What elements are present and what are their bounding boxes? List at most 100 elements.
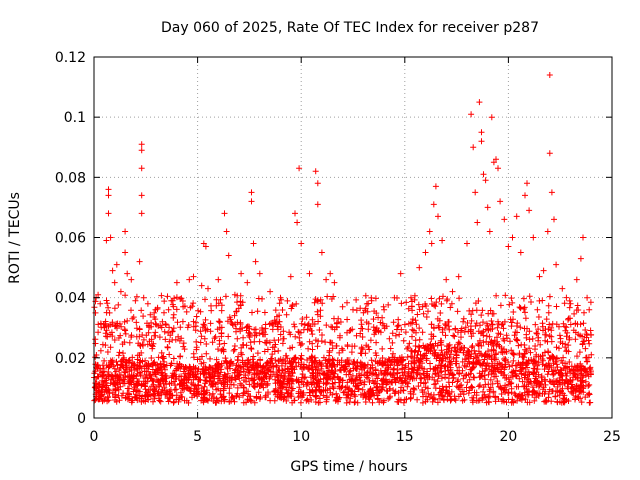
roti-point (430, 201, 437, 208)
roti-point (105, 186, 112, 193)
y-axis-label: ROTI / TECUs (7, 192, 23, 284)
roti-point (435, 213, 441, 220)
roti-point (480, 171, 487, 178)
roti-point (153, 321, 160, 328)
roti-point (306, 270, 313, 277)
roti-point (314, 180, 321, 187)
roti-point (464, 240, 470, 247)
roti-point (248, 189, 255, 196)
roti-point (360, 309, 367, 316)
roti-point (169, 297, 176, 304)
roti-point (252, 258, 259, 265)
roti-point (231, 291, 238, 298)
roti-point (495, 165, 501, 172)
roti-point (517, 249, 524, 256)
roti-point (368, 297, 375, 304)
roti-point (292, 210, 298, 217)
roti-point (586, 306, 593, 313)
x-tick-label: 15 (396, 429, 414, 445)
roti-point (318, 249, 325, 256)
y-tick-label: 0.02 (55, 351, 86, 367)
x-tick-label: 20 (499, 429, 517, 445)
roti-point (109, 267, 116, 274)
roti-point (526, 207, 533, 214)
roti-point (546, 72, 553, 78)
roti-point (478, 129, 485, 136)
roti-point (553, 261, 560, 268)
x-tick-label: 10 (292, 429, 310, 445)
roti-point (422, 249, 429, 256)
roti-point (117, 288, 124, 295)
y-tick-label: 0 (77, 411, 86, 427)
chart-title: Day 060 of 2025, Rate Of TEC Index for r… (161, 20, 539, 36)
roti-point (122, 228, 129, 235)
roti-point (144, 300, 151, 307)
roti-point (474, 219, 481, 226)
roti-point (111, 279, 118, 286)
roti-point (205, 285, 211, 292)
roti-point (138, 192, 145, 199)
roti-point (546, 150, 553, 157)
roti-point (287, 273, 294, 280)
roti-point (221, 210, 228, 217)
axis-ticks: 0 5 10 15 20 25 0 0.02 0.04 0.06 0.08 0.1 0.12 (55, 50, 621, 445)
roti-point (468, 111, 475, 118)
y-tick-label: 0.1 (64, 110, 86, 126)
roti-point (536, 273, 543, 280)
roti-point (165, 306, 172, 313)
roti-point (132, 297, 139, 304)
roti-point (339, 303, 346, 310)
roti-point (551, 216, 557, 223)
roti-point (484, 204, 491, 211)
roti-point (584, 294, 591, 301)
roti-point (501, 216, 508, 223)
roti-point (198, 282, 205, 289)
roti-point-cloud (91, 292, 595, 406)
roti-point (432, 183, 439, 190)
roti-point (522, 192, 528, 199)
roti-point (312, 168, 319, 175)
roti-point (202, 243, 209, 250)
x-tick-label: 25 (603, 429, 621, 445)
roti-point (486, 228, 493, 235)
roti-point (186, 276, 193, 283)
roti-point (95, 291, 102, 298)
roti-point (455, 273, 462, 280)
roti-point (573, 276, 580, 283)
roti-point (122, 249, 129, 256)
roti-point (580, 234, 586, 241)
roti-point (428, 240, 435, 247)
roti-point (128, 276, 135, 283)
roti-point (488, 114, 495, 121)
roti-point (416, 264, 423, 271)
roti-point (250, 240, 257, 247)
roti-point (439, 237, 446, 244)
roti-point (470, 144, 477, 151)
roti-point (381, 306, 388, 313)
roti-point (476, 99, 483, 106)
roti-point (493, 156, 499, 163)
roti-point (138, 210, 145, 217)
roti-point (244, 279, 251, 286)
roti-point (215, 276, 222, 283)
roti-point (350, 306, 356, 313)
roti-point (105, 210, 112, 217)
y-tick-label: 0.08 (55, 170, 86, 186)
roti-point (524, 180, 530, 187)
roti-point (101, 324, 108, 331)
roti-point (505, 243, 512, 250)
roti-point (138, 165, 145, 172)
roti-point (124, 270, 131, 277)
roti-point (482, 177, 489, 184)
roti-point (140, 294, 147, 301)
roti-point (497, 198, 504, 205)
roti-point (397, 270, 404, 277)
roti-point (567, 300, 574, 307)
roti-point (391, 294, 398, 301)
roti-point (180, 303, 187, 310)
roti-point (136, 258, 143, 265)
roti-point (277, 294, 284, 301)
y-tick-label: 0.12 (55, 50, 86, 66)
